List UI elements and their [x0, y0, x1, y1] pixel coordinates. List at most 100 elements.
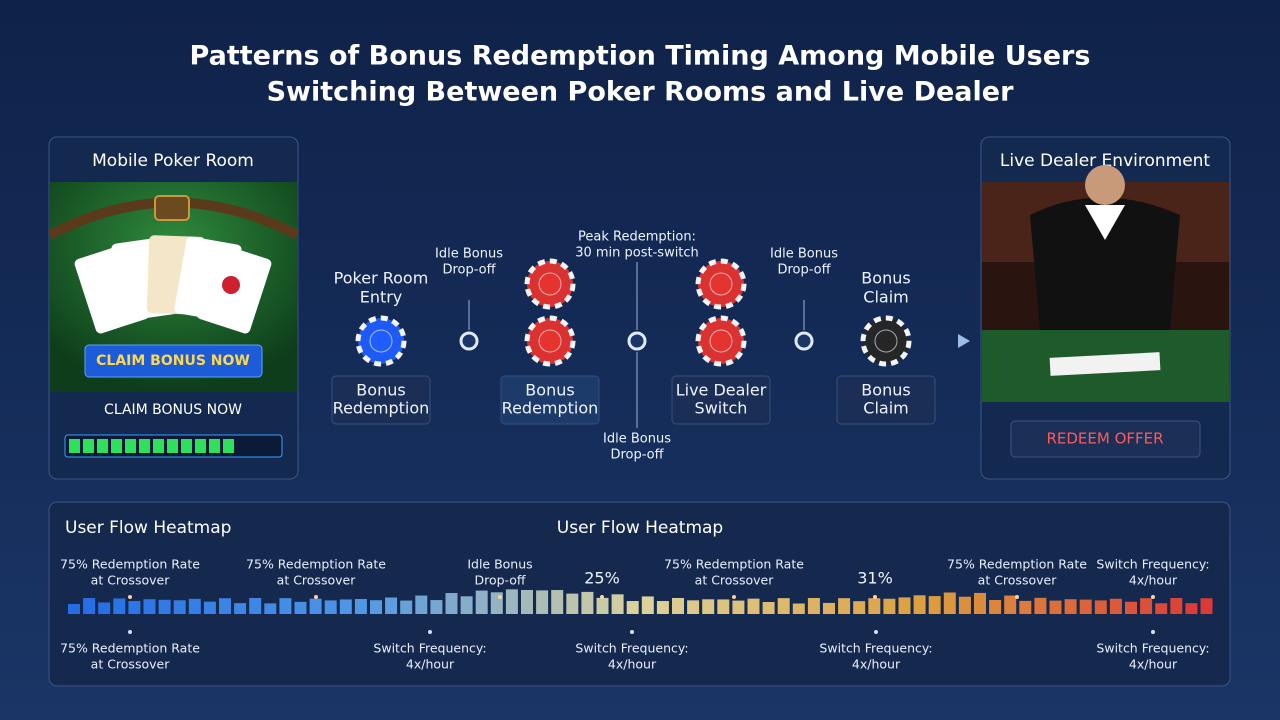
heat-cell — [339, 599, 352, 614]
heat-cell — [370, 600, 382, 614]
label: at Crossover — [91, 573, 171, 588]
heat-cell — [68, 604, 80, 614]
label: Drop-off — [777, 263, 831, 278]
heat-cell — [264, 603, 277, 614]
heat-cell — [672, 597, 684, 614]
stage-box — [500, 375, 600, 425]
heat-cell — [113, 598, 126, 614]
heat-cell — [958, 596, 971, 614]
heat-cell — [1140, 598, 1153, 614]
heat-cell — [641, 596, 654, 614]
title-line: Patterns of Bonus Redemption Timing Amon… — [190, 41, 1091, 72]
heat-cell — [898, 597, 911, 614]
label: Switch Frequency: — [1096, 641, 1209, 656]
panel-title: Live Dealer Environment — [1000, 151, 1211, 171]
heatmap-panel — [48, 501, 1231, 687]
heat-cell — [98, 602, 111, 614]
progress-segment — [153, 439, 164, 453]
heat-cell — [732, 600, 745, 614]
heat-cell — [460, 596, 473, 614]
heat-cell — [566, 593, 579, 614]
label: Idle Bonus — [435, 247, 503, 262]
label: at Crossover — [695, 573, 775, 588]
heat-cell — [853, 601, 866, 614]
stage-box — [331, 375, 431, 425]
progress-segment — [181, 439, 192, 453]
label: Idle Bonus — [770, 247, 838, 262]
heat-cell — [475, 590, 488, 614]
button-label: CLAIM BONUS NOW — [96, 353, 250, 369]
heat-cell — [505, 589, 518, 614]
label: 75% Redemption Rate — [60, 557, 200, 572]
heat-cell — [792, 603, 805, 614]
redeem-button[interactable] — [1010, 420, 1201, 458]
heatmap-title: User Flow Heatmap — [65, 518, 231, 538]
label: Drop-off — [610, 448, 664, 463]
progress-segment — [111, 439, 122, 453]
cards — [74, 235, 272, 334]
label: Claim — [863, 399, 908, 418]
heat-cell — [1125, 601, 1137, 614]
heat-cell — [354, 599, 367, 614]
chip-center — [538, 272, 562, 296]
label: 4x/hour — [406, 657, 455, 672]
marker — [128, 630, 132, 634]
heat-cell — [1049, 600, 1062, 614]
heat-cell — [551, 590, 564, 614]
label: 4x/hour — [608, 657, 657, 672]
panel-title: Mobile Poker Room — [92, 151, 254, 171]
heat-cell — [1170, 598, 1183, 614]
marker — [314, 595, 318, 599]
heat-cell — [611, 594, 624, 614]
marker — [732, 595, 736, 599]
label: 30 min post-switch — [575, 246, 699, 261]
heat-cell — [762, 601, 775, 614]
heat-cell — [913, 595, 926, 614]
heat-cell — [521, 589, 533, 614]
heat-cell — [430, 600, 443, 614]
node — [794, 331, 814, 351]
label: 75% Redemption Rate — [246, 557, 386, 572]
heat-cell — [219, 598, 231, 614]
chip-center — [369, 329, 393, 353]
heat-cell — [188, 598, 201, 614]
label: Bonus — [861, 269, 910, 288]
progress-segment — [83, 439, 94, 453]
label: 4x/hour — [1129, 573, 1178, 588]
label: 31% — [857, 569, 893, 588]
heat-cell — [656, 601, 669, 614]
heat-cell — [158, 599, 171, 614]
progress-fill — [69, 439, 234, 453]
label: Switch Frequency: — [1096, 557, 1209, 572]
heat-cell — [1185, 603, 1198, 614]
heat-cell — [807, 597, 820, 614]
label: Peak Redemption: — [578, 230, 696, 245]
heat-cell — [294, 601, 307, 614]
label: 75% Redemption Rate — [60, 641, 200, 656]
progress-segment — [209, 439, 220, 453]
heat-cell — [415, 595, 428, 614]
heat-cell — [309, 598, 322, 614]
chip-center — [709, 329, 733, 353]
heat-cell — [324, 600, 337, 614]
label: Switch Frequency: — [575, 641, 688, 656]
heat-cell — [928, 596, 941, 614]
chip-center — [709, 272, 733, 296]
claim-button[interactable] — [84, 344, 263, 378]
marker — [1015, 595, 1019, 599]
label: 25% — [584, 569, 620, 588]
heat-cell — [445, 593, 458, 614]
label: Drop-off — [442, 263, 496, 278]
heat-cell — [249, 598, 262, 614]
label: Live Dealer — [676, 381, 767, 400]
heat-cell — [838, 598, 851, 614]
label: 75% Redemption Rate — [664, 557, 804, 572]
heat-cell — [536, 590, 549, 614]
label: 4x/hour — [1129, 657, 1178, 672]
chip-center — [874, 329, 898, 353]
progress-segment — [97, 439, 108, 453]
label: at Crossover — [91, 657, 171, 672]
progress-segment — [69, 439, 80, 453]
